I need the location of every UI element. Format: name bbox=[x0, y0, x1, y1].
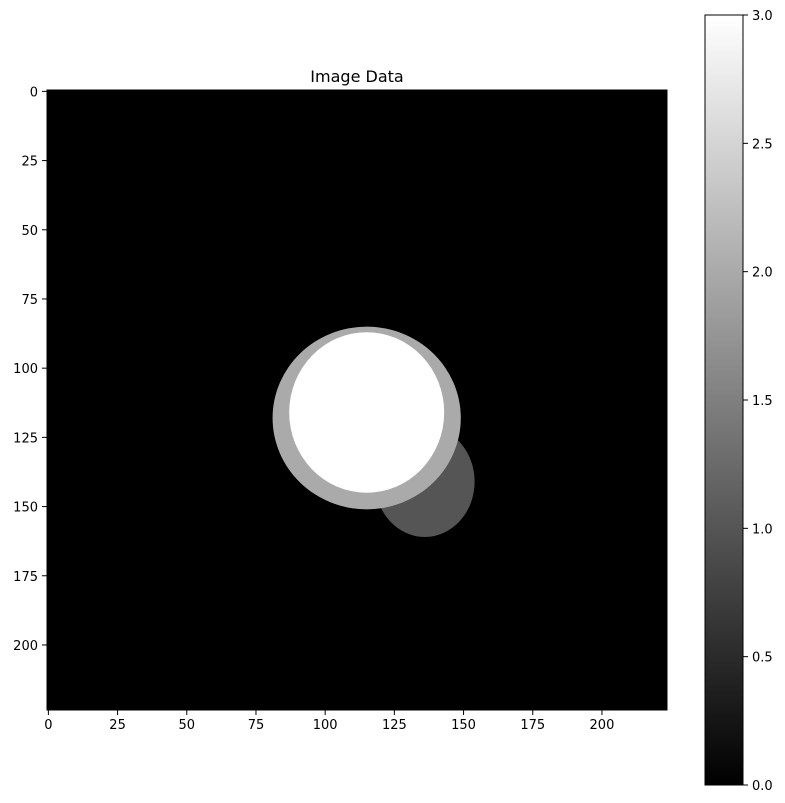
y-tick-label: 25 bbox=[21, 155, 38, 170]
region-3 bbox=[289, 332, 445, 493]
x-tick-label: 50 bbox=[179, 718, 196, 733]
colorbar-axis: 0.0 0.5 1.0 1.5 2.0 2.5 3.0 bbox=[743, 9, 773, 794]
colorbar-tick-label: 0.0 bbox=[752, 779, 773, 794]
y-tick-label: 0 bbox=[30, 85, 38, 100]
x-tick-label: 175 bbox=[520, 718, 545, 733]
x-axis: 0 25 50 75 100 125 150 175 200 bbox=[44, 710, 614, 733]
y-axis: 0 25 50 75 100 125 150 175 200 bbox=[13, 85, 47, 654]
colorbar-tick-label: 3.0 bbox=[752, 9, 773, 24]
x-tick-label: 75 bbox=[248, 718, 265, 733]
x-tick-label: 150 bbox=[451, 718, 476, 733]
chart-title: Image Data bbox=[310, 67, 403, 86]
x-tick-label: 25 bbox=[109, 718, 126, 733]
colorbar bbox=[704, 14, 744, 786]
image-panel bbox=[47, 90, 667, 710]
colorbar-tick-label: 0.5 bbox=[752, 651, 773, 666]
x-tick-label: 200 bbox=[590, 718, 615, 733]
y-tick-label: 175 bbox=[13, 570, 38, 585]
x-tick-label: 0 bbox=[44, 718, 52, 733]
colorbar-tick-label: 2.0 bbox=[752, 266, 773, 281]
y-tick-label: 200 bbox=[13, 639, 38, 654]
image-frame bbox=[46, 89, 668, 711]
colorbar-tick-label: 2.5 bbox=[752, 137, 773, 152]
x-tick-label: 100 bbox=[313, 718, 338, 733]
colorbar-tick-label: 1.0 bbox=[752, 522, 773, 537]
x-tick-label: 125 bbox=[382, 718, 407, 733]
y-tick-label: 75 bbox=[21, 293, 38, 308]
colorbar-tick-label: 1.5 bbox=[752, 394, 773, 409]
y-tick-label: 150 bbox=[13, 501, 38, 516]
y-tick-label: 50 bbox=[21, 224, 38, 239]
y-tick-label: 125 bbox=[13, 431, 38, 446]
y-tick-label: 100 bbox=[13, 362, 38, 377]
